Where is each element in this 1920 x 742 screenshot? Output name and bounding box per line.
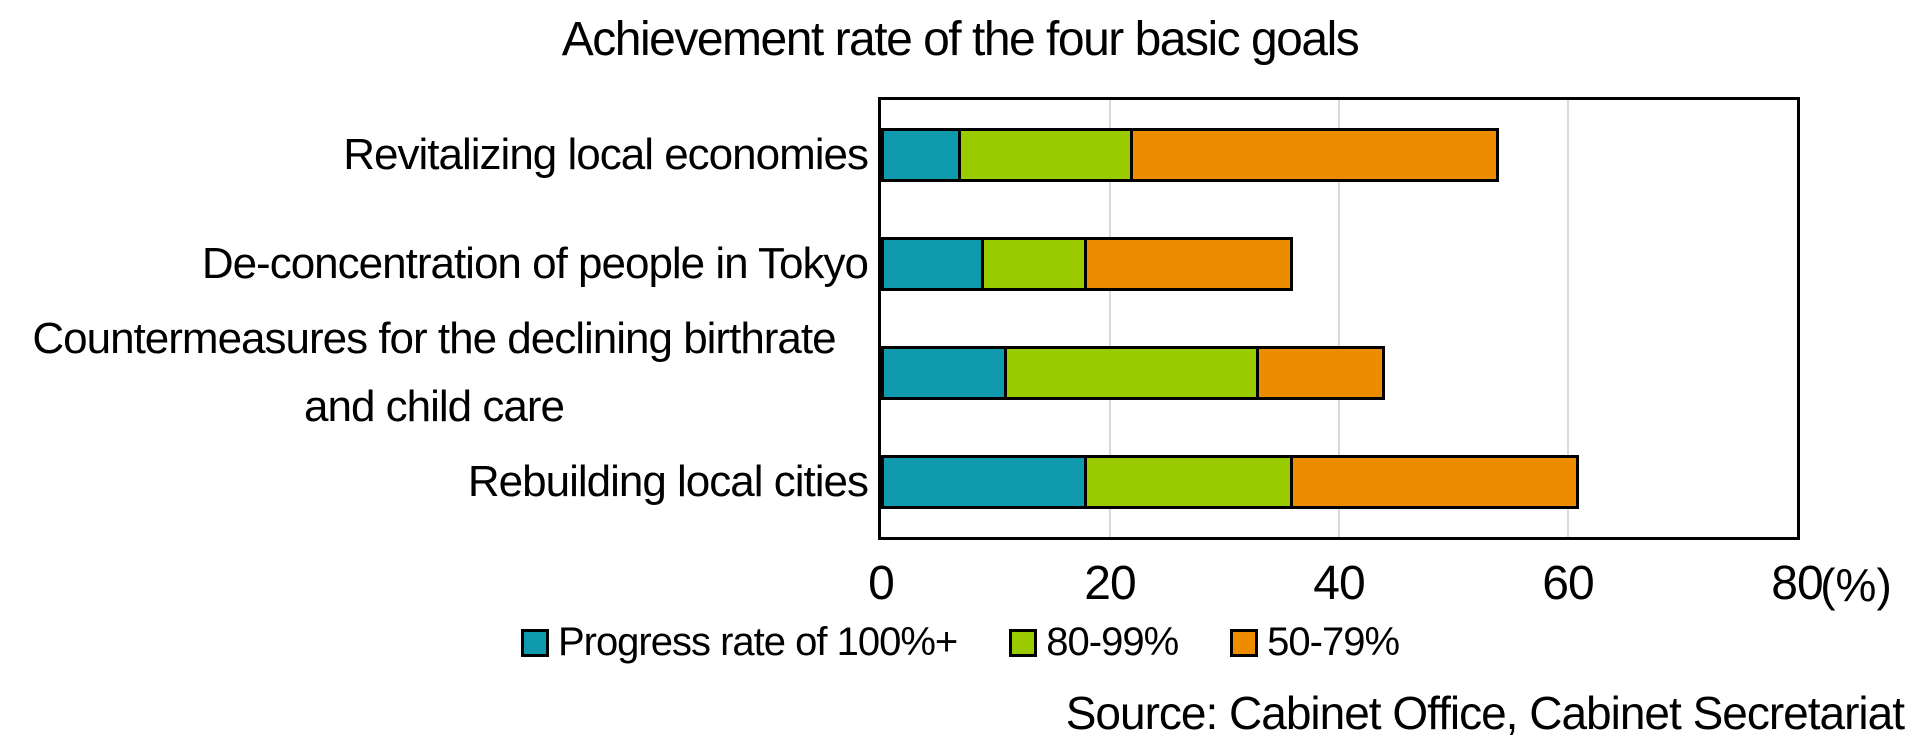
- legend-label: Progress rate of 100%+: [557, 620, 958, 664]
- legend-entry-3: 50-79%: [1230, 620, 1400, 665]
- bar-segment-row3-series3: [1258, 346, 1385, 401]
- bar-segment-row4-series3: [1293, 455, 1580, 510]
- legend-marker-icon: [520, 628, 549, 657]
- category-label-2: De-concentration of people in Tokyo: [201, 238, 869, 288]
- category-axis-labels: Revitalizing local economies De-concentra…: [0, 100, 869, 537]
- legend-label: 50-79%: [1267, 620, 1400, 664]
- x-tick-0: 0: [868, 557, 895, 610]
- bar-segment-row2-series2: [984, 236, 1088, 291]
- x-tick-80: 80: [1771, 557, 1823, 610]
- x-axis: (%) 0 20 40 60 80: [868, 556, 1892, 611]
- legend-entry-1: Progress rate of 100%+: [520, 620, 958, 665]
- plot-area: [878, 97, 1800, 540]
- legend-entry-2: 80-99%: [1009, 620, 1179, 665]
- x-tick-60: 60: [1542, 557, 1594, 610]
- legend-marker-icon: [1009, 628, 1038, 657]
- gridline-40: [1338, 100, 1340, 537]
- bar-segment-row3-series1: [881, 346, 1007, 401]
- chart-title: Achievement rate of the four basic goals: [561, 13, 1360, 66]
- bar-segment-row4-series2: [1087, 455, 1294, 510]
- x-tick-20: 20: [1084, 557, 1136, 610]
- bar-segment-row3-series2: [1006, 346, 1259, 401]
- x-axis-unit-label: (%): [1820, 559, 1892, 611]
- bar-segment-row1-series2: [961, 127, 1133, 182]
- category-label-3: Countermeasures for the declining birthr…: [32, 313, 836, 432]
- bar-segment-row1-series1: [881, 127, 962, 182]
- gridline-60: [1567, 100, 1569, 537]
- bar-segment-row1-series3: [1132, 127, 1500, 182]
- bar-segment-row2-series3: [1087, 236, 1294, 291]
- source-note: Source: Cabinet Office, Cabinet Secretar…: [1065, 687, 1905, 739]
- gridline-20: [1109, 100, 1111, 537]
- category-label-1: Revitalizing local economies: [343, 129, 869, 179]
- bar-segment-row2-series1: [881, 236, 985, 291]
- bar-segment-row4-series1: [881, 455, 1088, 510]
- legend: Progress rate of 100%+ 80-99% 50-79%: [0, 620, 1920, 665]
- x-tick-40: 40: [1313, 557, 1365, 610]
- legend-label: 80-99%: [1046, 620, 1179, 664]
- legend-marker-icon: [1230, 628, 1259, 657]
- category-label-4: Rebuilding local cities: [467, 457, 869, 507]
